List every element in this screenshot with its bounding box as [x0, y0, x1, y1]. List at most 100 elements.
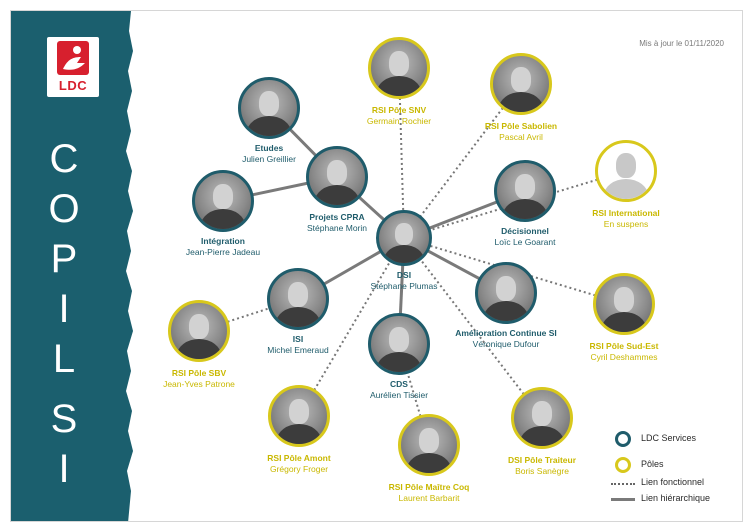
person-photo — [593, 273, 655, 335]
node-label: RSI Pôle SNV Germain Rochier — [324, 105, 474, 126]
node-person-name: Pascal Avril — [499, 131, 543, 142]
legend-functional: Lien fonctionnel — [611, 475, 741, 493]
legend-poles-label: Pôles — [641, 459, 664, 469]
head-shape — [531, 401, 553, 426]
title-letter: C — [49, 137, 79, 181]
node-person-name: En suspens — [603, 218, 649, 229]
sidebar-band — [11, 11, 133, 521]
node-title: DSI Pôle Traiteur — [507, 455, 577, 465]
node-person-name: Stéphane Plumas — [370, 280, 438, 291]
title-letter: L — [52, 337, 76, 381]
shoulders-shape — [275, 306, 321, 327]
poles-ring-icon — [615, 457, 631, 473]
person-photo — [475, 262, 537, 324]
shoulders-shape — [176, 338, 222, 359]
node-person-name: Julien Greillier — [242, 153, 296, 164]
person-photo — [368, 313, 430, 375]
title-letter: I — [58, 447, 70, 491]
node-person-name: Germain Rochier — [366, 115, 432, 126]
node-title: RSI Pôle Sud-Est — [589, 341, 659, 351]
person-photo — [511, 387, 573, 449]
shoulders-shape — [384, 245, 424, 263]
person-photo — [490, 53, 552, 115]
shoulders-shape — [376, 75, 422, 96]
node-title: Intégration — [201, 236, 245, 246]
person-photo — [494, 160, 556, 222]
node-person-name: Laurent Barbarit — [398, 492, 460, 503]
node-label: DSI Pôle Traiteur Boris Sanègre — [467, 455, 617, 476]
head-shape — [514, 174, 536, 199]
node-label: RSI Pôle Sabolien Pascal Avril — [446, 121, 596, 142]
node-title: RSI Pôle SNV — [371, 105, 427, 115]
node-label: RSI International En suspens — [551, 208, 701, 229]
person-photo — [192, 170, 254, 232]
title-letter: S — [50, 397, 78, 441]
person-photo — [267, 268, 329, 330]
shoulders-shape — [519, 425, 565, 446]
node-label: RSI Pôle Sud-Est Cyril Deshammes — [549, 341, 699, 362]
head-shape — [395, 223, 413, 245]
node-title: RSI Pôle Maître Coq — [388, 482, 470, 492]
shoulders-shape — [601, 311, 647, 332]
title-letter: I — [58, 287, 70, 331]
node-title: DSI — [396, 270, 412, 280]
node-label: ISI Michel Emeraud — [223, 334, 373, 355]
node-title: CDS — [390, 379, 408, 389]
head-shape — [388, 327, 410, 352]
node-label: Amélioration Continue SI Véronique Dufour — [431, 328, 581, 349]
head-shape — [613, 287, 635, 312]
legend-hierarchy: Lien hiérarchique — [611, 491, 741, 509]
head-shape — [258, 91, 280, 116]
services-ring-icon — [615, 431, 631, 447]
link-fonctionnel — [403, 237, 625, 305]
shoulders-shape — [276, 423, 322, 444]
legend-functional-label: Lien fonctionnel — [641, 477, 705, 487]
node-title: RSI International — [592, 208, 660, 218]
node-title: RSI Pôle SBV — [171, 368, 227, 378]
node-title: Etudes — [254, 143, 284, 153]
node-title: RSI Pôle Amont — [267, 453, 331, 463]
person-photo — [398, 414, 460, 476]
shoulders-shape — [498, 91, 544, 112]
legend: LDC Services Pôles Lien fonctionnel Lien… — [611, 431, 741, 511]
shoulders-shape — [246, 115, 292, 136]
head-shape — [326, 160, 348, 185]
node-person-name: Aurélien Tissier — [369, 389, 429, 400]
node-label: RSI Pôle Maître Coq Laurent Barbarit — [354, 482, 504, 503]
shoulders-shape — [200, 208, 246, 229]
node-person-name: Stéphane Morin — [306, 222, 367, 233]
person-photo — [368, 37, 430, 99]
shoulders-shape — [376, 351, 422, 372]
node-person-name: Véronique Dufour — [472, 338, 540, 349]
node-label: Etudes Julien Greillier — [194, 143, 344, 164]
logo-text: LDC — [58, 78, 88, 93]
update-date: Mis à jour le 01/11/2020 — [639, 39, 724, 48]
head-shape — [188, 314, 210, 339]
head-shape — [418, 428, 440, 453]
shoulders-shape — [406, 452, 452, 473]
shoulders-shape — [603, 178, 649, 199]
node-title: RSI Pôle Sabolien — [484, 121, 558, 131]
head-shape — [388, 51, 410, 76]
legend-services-label: LDC Services — [641, 433, 697, 443]
title-letter: P — [50, 237, 78, 281]
logo-mark-icon — [57, 41, 89, 75]
node-title: Amélioration Continue SI — [455, 328, 557, 338]
legend-services: LDC Services — [611, 431, 741, 449]
head-shape — [615, 153, 637, 178]
node-person-name: Boris Sanègre — [515, 465, 569, 476]
person-photo — [268, 385, 330, 447]
node-title: ISI — [292, 334, 304, 344]
org-diagram: DSI Stéphane Plumas Etudes Julien Greillier… — [11, 11, 742, 521]
shoulders-shape — [314, 184, 360, 205]
head-shape — [288, 399, 310, 424]
person-photo — [168, 300, 230, 362]
node-person-name: Jean-Yves Patrone — [163, 378, 235, 389]
org-chart-card: LDC C O P I L S I Mis à jour le 01/11/20… — [10, 10, 743, 522]
node-label: RSI Pôle Amont Grégory Froger — [224, 453, 374, 474]
head-shape — [212, 184, 234, 209]
person-photo — [238, 77, 300, 139]
node-title: Projets CPRA — [309, 212, 365, 222]
node-person-name: Cyril Deshammes — [590, 351, 658, 362]
node-title: Décisionnel — [501, 226, 549, 236]
